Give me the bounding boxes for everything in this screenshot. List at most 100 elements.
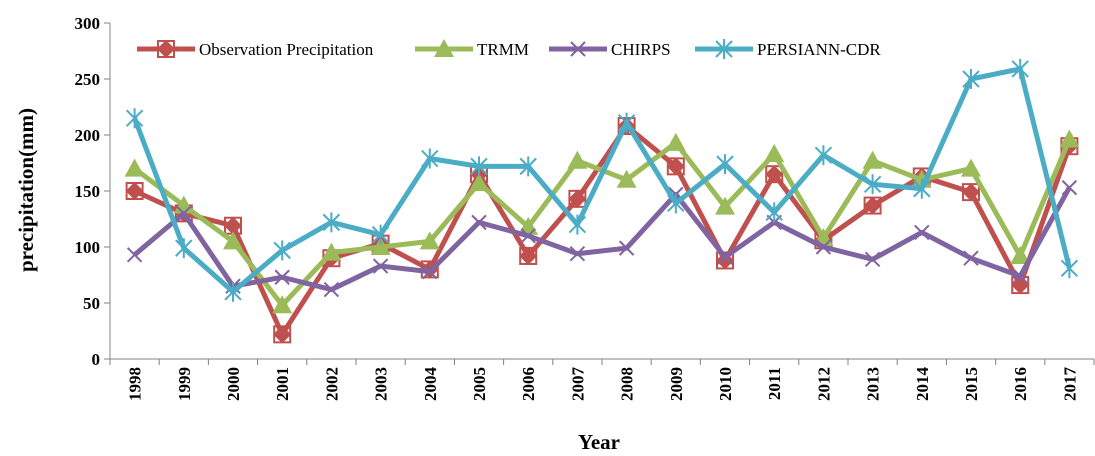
y-tick-label: 250 bbox=[75, 70, 101, 89]
data-point bbox=[665, 132, 686, 151]
data-point bbox=[616, 169, 637, 188]
legend-swatch-marker bbox=[434, 39, 454, 57]
y-tick-label: 200 bbox=[75, 126, 101, 145]
data-point bbox=[667, 193, 685, 214]
data-point bbox=[863, 174, 882, 195]
x-tick-label: 2009 bbox=[667, 367, 686, 401]
square-marker bbox=[157, 40, 175, 58]
data-point bbox=[520, 228, 536, 244]
data-point bbox=[125, 108, 144, 129]
x-tick-label: 2005 bbox=[470, 367, 489, 401]
data-point bbox=[1010, 245, 1031, 264]
legend-swatch-marker bbox=[570, 41, 586, 57]
x-tick-label: 2011 bbox=[765, 367, 784, 400]
data-point bbox=[1061, 179, 1078, 196]
plot-area bbox=[124, 58, 1080, 344]
legend-label: CHIRPS bbox=[611, 40, 671, 59]
data-point bbox=[519, 246, 538, 265]
data-point bbox=[471, 214, 487, 231]
data-point bbox=[470, 156, 488, 177]
square-marker bbox=[125, 182, 144, 200]
diamond-marker bbox=[765, 165, 784, 184]
data-point bbox=[274, 269, 290, 285]
series-line bbox=[133, 123, 1072, 337]
x-tick-label: 2012 bbox=[814, 367, 833, 401]
data-point bbox=[421, 148, 439, 169]
x-tick-label: 2002 bbox=[322, 367, 341, 401]
square-marker bbox=[863, 196, 882, 215]
series-line bbox=[132, 186, 1072, 293]
series-0 bbox=[125, 117, 1079, 344]
data-point bbox=[469, 173, 489, 192]
diamond-marker bbox=[863, 196, 882, 215]
data-point bbox=[224, 281, 242, 302]
data-point bbox=[963, 250, 979, 266]
data-point bbox=[1012, 268, 1028, 284]
data-point bbox=[1011, 276, 1030, 295]
x-tick-label: 2010 bbox=[716, 367, 735, 401]
x-tick-label: 1998 bbox=[126, 367, 145, 401]
axes: 0 50 100 150 200 250 300 1998 1999 2000 2001 2002 20… bbox=[75, 14, 1095, 401]
data-point bbox=[422, 263, 438, 280]
diamond-marker bbox=[125, 182, 144, 200]
legend-entry: PERSIANN-CDR bbox=[695, 39, 881, 59]
data-point bbox=[863, 196, 882, 215]
x-tick-label: 2017 bbox=[1060, 367, 1079, 402]
data-point bbox=[567, 150, 588, 169]
square-marker bbox=[273, 325, 292, 344]
data-point bbox=[618, 240, 635, 256]
data-point bbox=[175, 238, 193, 259]
legend-label: Observation Precipitation bbox=[199, 40, 374, 59]
data-point bbox=[815, 239, 832, 255]
data-point bbox=[372, 258, 389, 274]
legend-entry: TRMM bbox=[415, 39, 529, 59]
square-marker bbox=[765, 165, 784, 184]
data-point bbox=[666, 157, 685, 176]
diamond-marker bbox=[273, 325, 292, 344]
x-tick-label: 2008 bbox=[618, 367, 637, 401]
data-point bbox=[370, 237, 391, 255]
data-point bbox=[717, 249, 733, 265]
diamond-marker bbox=[962, 183, 980, 202]
x-tick-label: 2007 bbox=[568, 367, 587, 402]
data-point bbox=[321, 242, 342, 261]
square-marker bbox=[716, 251, 734, 270]
x-tick-label: 2000 bbox=[224, 367, 243, 401]
data-point bbox=[962, 69, 980, 89]
data-point bbox=[962, 183, 980, 202]
x-tick-label: 2004 bbox=[421, 367, 440, 402]
x-tick-label: 2006 bbox=[519, 367, 538, 401]
x-tick-label: 2003 bbox=[372, 367, 391, 401]
data-point bbox=[914, 224, 930, 241]
y-tick-label: 100 bbox=[75, 238, 101, 257]
legend-label: PERSIANN-CDR bbox=[757, 40, 881, 59]
x-tick-label: 2013 bbox=[864, 367, 883, 401]
legend-swatch-marker bbox=[157, 40, 175, 58]
data-point bbox=[568, 189, 587, 208]
data-point bbox=[273, 240, 291, 261]
legend-swatch-marker bbox=[715, 39, 733, 59]
y-axis-title: precipitation(mm) bbox=[14, 108, 38, 272]
data-point bbox=[272, 295, 293, 314]
data-point bbox=[126, 247, 143, 263]
data-point bbox=[371, 224, 390, 245]
x-axis-title: Year bbox=[578, 430, 620, 454]
diamond-marker bbox=[224, 216, 242, 235]
data-point bbox=[617, 112, 636, 133]
y-tick-label: 150 bbox=[75, 182, 101, 201]
data-point bbox=[716, 154, 734, 175]
data-point bbox=[125, 182, 144, 200]
diamond-marker bbox=[568, 189, 587, 208]
data-point bbox=[862, 150, 883, 169]
series-line bbox=[132, 66, 1072, 295]
data-point bbox=[1060, 258, 1079, 279]
series-3 bbox=[125, 58, 1079, 302]
data-point bbox=[1011, 58, 1029, 79]
data-point bbox=[176, 205, 192, 222]
legend-label: TRMM bbox=[477, 40, 529, 59]
square-marker bbox=[962, 183, 980, 202]
square-marker bbox=[519, 246, 538, 265]
data-point bbox=[568, 214, 587, 235]
data-point bbox=[519, 156, 537, 177]
